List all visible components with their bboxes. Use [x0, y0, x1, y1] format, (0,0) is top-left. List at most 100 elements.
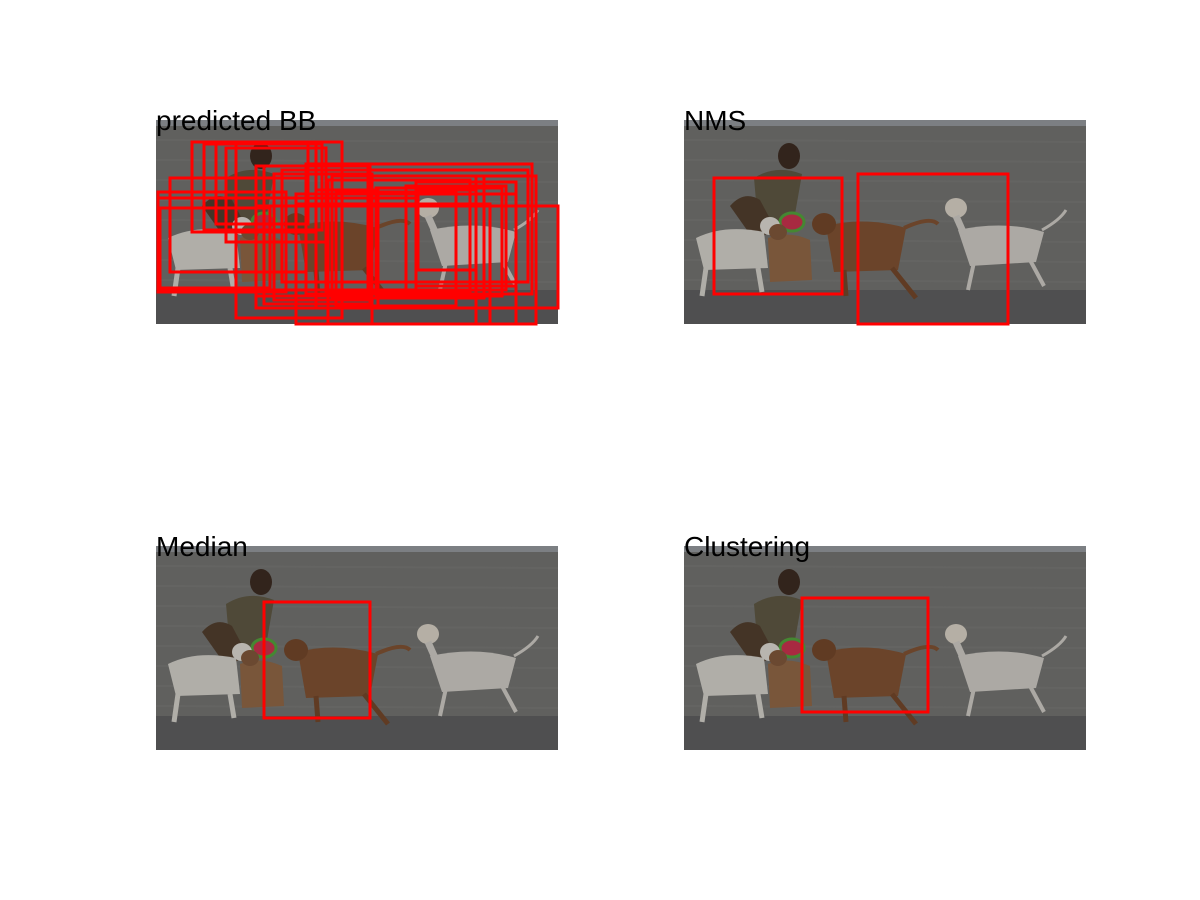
dog-leg	[171, 693, 181, 723]
dog-head	[417, 624, 439, 644]
horizon-strip	[156, 546, 558, 552]
dog-tail	[1041, 635, 1068, 658]
dog-leg	[890, 266, 918, 300]
dog-body	[696, 655, 768, 696]
white-dog-right	[945, 624, 1068, 717]
photo-shade	[684, 546, 1086, 750]
person-head	[778, 143, 800, 169]
wet-sand	[684, 716, 1086, 750]
dog-body	[168, 229, 240, 270]
bounding-box	[294, 202, 492, 326]
dog-leg	[966, 261, 976, 291]
dog-head	[812, 213, 836, 235]
dog-head	[241, 650, 259, 666]
water-ripple	[683, 705, 1087, 709]
bounding-box	[304, 162, 534, 296]
dog-tail	[375, 218, 412, 230]
water-ripple	[155, 705, 559, 709]
detection-boxes	[262, 600, 372, 720]
bounding-box	[800, 596, 930, 714]
bounding-box	[712, 176, 844, 296]
photo-scene	[683, 120, 1087, 326]
figure-panel-nms: NMS	[683, 106, 1087, 326]
dog-body	[958, 651, 1044, 692]
water-ripple	[683, 139, 1087, 143]
dog-leg	[500, 685, 518, 713]
dog-head	[812, 639, 836, 661]
water-ripple	[155, 605, 559, 609]
horizon-strip	[684, 120, 1086, 126]
water-ripple	[683, 565, 1087, 569]
dog-head	[945, 198, 967, 218]
dog-tail	[513, 635, 540, 658]
water-ripple	[155, 139, 559, 143]
figure-panel-predicted-bb: predicted BB	[155, 106, 560, 326]
bounding-box	[156, 196, 418, 292]
dog-leg	[755, 693, 765, 719]
dog-tail	[903, 644, 940, 656]
water-ripple	[155, 159, 559, 163]
dog-leg	[699, 267, 709, 297]
white-dog-right	[945, 198, 1068, 291]
bounding-box	[404, 184, 508, 292]
photo-shade	[156, 546, 558, 750]
dog-body	[298, 221, 378, 272]
brown-dog-center	[812, 213, 940, 300]
person-shirt	[754, 595, 802, 650]
dog-body	[826, 221, 906, 272]
bounding-box	[474, 174, 538, 326]
panel-title: NMS	[684, 105, 747, 136]
dog-head	[945, 624, 967, 644]
bounding-box	[330, 174, 486, 300]
dog-tail	[375, 644, 412, 656]
water-ripple	[683, 279, 1087, 283]
dog-head	[769, 224, 787, 240]
bounding-box	[856, 172, 1010, 326]
dog-body	[768, 234, 812, 282]
water-ripple	[683, 605, 1087, 609]
tan-dog-small	[768, 224, 812, 282]
white-dog-right	[417, 624, 540, 717]
person-shirt	[226, 595, 274, 650]
dog-body	[240, 660, 284, 708]
dog-head	[769, 650, 787, 666]
person-shirt	[754, 169, 802, 224]
dog-body	[430, 225, 516, 266]
frisbee	[778, 211, 806, 233]
dog-leg	[755, 267, 765, 293]
horizon-strip	[684, 546, 1086, 552]
dog-neck	[952, 214, 968, 236]
person-head	[250, 569, 272, 595]
dog-leg	[699, 693, 709, 723]
water-ripple	[683, 179, 1087, 183]
dog-leg	[890, 692, 918, 726]
dog-body	[826, 647, 906, 698]
horizon-strip	[156, 120, 558, 126]
dog-leg	[362, 692, 390, 726]
bounding-box	[254, 204, 560, 310]
detection-boxes	[156, 140, 560, 326]
photo-scene	[683, 546, 1087, 750]
photo-shade	[684, 120, 1086, 324]
dog-head	[284, 639, 308, 661]
photo-scene	[155, 546, 559, 750]
dog-neck	[424, 214, 440, 236]
detection-boxes	[712, 172, 1010, 326]
dog-body	[430, 651, 516, 692]
dog-leg	[1028, 685, 1046, 713]
bounding-box	[158, 206, 272, 290]
dog-tail	[1041, 209, 1068, 232]
water-ripple	[155, 585, 559, 589]
bounding-box	[324, 178, 472, 294]
detection-boxes	[800, 596, 930, 714]
dog-tail	[903, 218, 940, 230]
dog-body	[298, 647, 378, 698]
person-head	[778, 569, 800, 595]
dog-leg	[841, 695, 849, 723]
dog-leg	[438, 687, 448, 717]
tan-dog-small	[240, 650, 284, 708]
dog-leg	[966, 687, 976, 717]
panel-title: predicted BB	[156, 105, 317, 136]
wet-sand	[684, 290, 1086, 324]
water-ripple	[683, 159, 1087, 163]
